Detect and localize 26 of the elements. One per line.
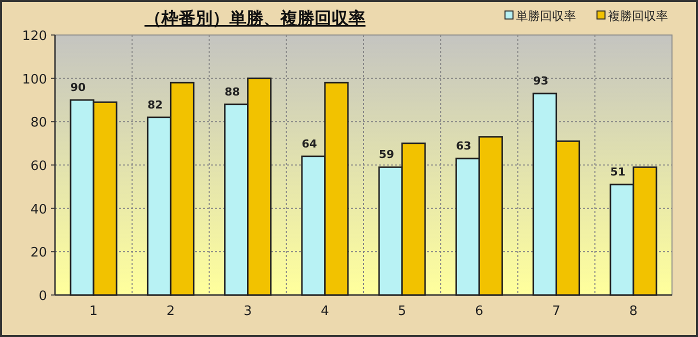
x-tick-label: 8 <box>629 304 638 319</box>
y-tick-label: 20 <box>30 246 47 261</box>
y-tick-label: 100 <box>22 72 47 88</box>
x-tick-label: 1 <box>89 304 98 319</box>
chart-title: （枠番別）単勝、複勝回収率 <box>144 9 366 29</box>
y-tick-label: 120 <box>22 29 47 44</box>
x-tick-label: 4 <box>320 304 330 319</box>
x-tick-label: 3 <box>244 304 252 319</box>
data-label: 82 <box>148 98 163 112</box>
data-label: 93 <box>533 74 548 88</box>
y-tick-label: 60 <box>30 159 47 174</box>
x-tick-label: 6 <box>475 304 484 319</box>
data-label: 51 <box>610 166 626 178</box>
x-tick-label: 5 <box>398 304 406 319</box>
x-tick-label: 2 <box>166 304 175 319</box>
data-label: 63 <box>456 140 472 152</box>
y-tick-label: 0 <box>38 289 47 304</box>
y-tick-label: 40 <box>30 202 47 218</box>
legend-label: 複勝回収率 <box>608 9 668 23</box>
data-label: 90 <box>70 81 86 94</box>
y-tick-label: 80 <box>30 116 47 131</box>
legend-label: 単勝回収率 <box>516 9 576 23</box>
x-tick-label: 7 <box>552 304 560 319</box>
data-label: 59 <box>378 148 394 162</box>
data-label: 64 <box>302 137 318 150</box>
data-label: 88 <box>224 85 240 98</box>
